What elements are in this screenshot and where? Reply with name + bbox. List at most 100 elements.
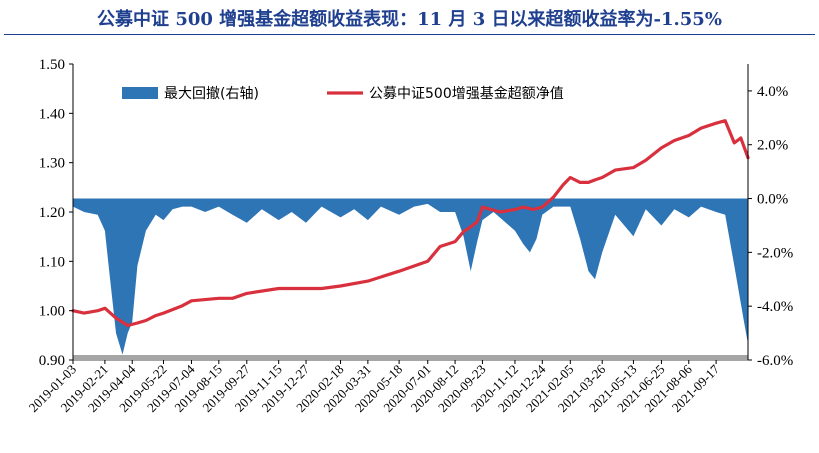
drawdown-point bbox=[367, 220, 368, 221]
right-y-tick-label: 0.0% bbox=[757, 192, 788, 208]
drawdown-point bbox=[380, 206, 381, 207]
net-value-point bbox=[155, 315, 156, 316]
net-value-point bbox=[455, 241, 456, 242]
left-y-tick-label: 1.30 bbox=[39, 156, 65, 172]
net-value-point bbox=[701, 128, 702, 129]
net-value-point bbox=[115, 318, 116, 319]
drawdown-point bbox=[602, 252, 603, 253]
drawdown-point bbox=[414, 206, 415, 207]
drawdown-point bbox=[172, 209, 173, 210]
net-value-line-layer bbox=[71, 119, 750, 328]
net-value-point bbox=[570, 177, 571, 178]
drawdown-point bbox=[580, 238, 581, 239]
drawdown-point bbox=[440, 211, 441, 212]
drawdown-point bbox=[553, 206, 554, 207]
legend-net-value-label: 公募中证500增强基金超额净值 bbox=[369, 85, 564, 102]
net-value-point bbox=[482, 207, 483, 208]
drawdown-point bbox=[321, 206, 322, 207]
net-value-point bbox=[97, 310, 98, 311]
drawdown-point bbox=[110, 279, 111, 280]
net-value-point bbox=[84, 313, 85, 314]
drawdown-point bbox=[246, 222, 247, 223]
net-value-point bbox=[218, 298, 219, 299]
drawdown-point bbox=[205, 211, 206, 212]
drawdown-point bbox=[127, 333, 128, 334]
net-value-point bbox=[615, 170, 616, 171]
drawdown-point bbox=[84, 211, 85, 212]
drawdown-point bbox=[529, 252, 530, 253]
drawdown-point bbox=[340, 217, 341, 218]
x-axis-baseline-band bbox=[73, 355, 748, 361]
net-value-point bbox=[145, 320, 146, 321]
net-value-point bbox=[514, 209, 515, 210]
drawdown-point bbox=[542, 214, 543, 215]
right-y-tick-label: 4.0% bbox=[757, 84, 788, 100]
drawdown-point bbox=[725, 214, 726, 215]
net-value-point bbox=[661, 147, 662, 148]
chart-title: 公募中证 500 增强基金超额收益表现：11 月 3 日以来超额收益率为-1.5… bbox=[97, 9, 722, 30]
net-value-point bbox=[563, 184, 564, 185]
drawdown-point bbox=[104, 230, 105, 231]
left-y-tick-label: 1.10 bbox=[39, 254, 65, 270]
net-value-point bbox=[499, 211, 500, 212]
net-value-point bbox=[533, 209, 534, 210]
drawdown-point bbox=[661, 225, 662, 226]
right-y-tick-label: -4.0% bbox=[757, 299, 793, 315]
left-y-tick-label: 1.40 bbox=[39, 106, 65, 122]
drawdown-point bbox=[354, 209, 355, 210]
net-value-point bbox=[278, 288, 279, 289]
drawdown-point bbox=[701, 206, 702, 207]
net-value-point bbox=[246, 293, 247, 294]
drawdown-point bbox=[278, 220, 279, 221]
drawdown-point bbox=[463, 236, 464, 237]
drawdown-point bbox=[137, 265, 138, 266]
drawdown-point bbox=[688, 217, 689, 218]
net-value-point bbox=[104, 308, 105, 309]
drawdown-point bbox=[261, 209, 262, 210]
net-value-point bbox=[399, 271, 400, 272]
net-value-point bbox=[734, 142, 735, 143]
drawdown-point bbox=[570, 206, 571, 207]
net-value-point bbox=[725, 120, 726, 121]
series-1-net-value-line bbox=[71, 119, 750, 328]
drawdown-point bbox=[145, 230, 146, 231]
drawdown-area-layer bbox=[73, 198, 748, 355]
net-value-point bbox=[340, 285, 341, 286]
right-y-tick-label: -6.0% bbox=[757, 353, 793, 369]
left-y-tick-label: 1.20 bbox=[39, 205, 65, 221]
net-value-point bbox=[477, 221, 478, 222]
net-value-point bbox=[645, 160, 646, 161]
net-value-point bbox=[440, 246, 441, 247]
net-value-point bbox=[580, 182, 581, 183]
right-y-tick-label: 2.0% bbox=[757, 138, 788, 154]
drawdown-point bbox=[232, 214, 233, 215]
legend: 最大回撤(右轴) 公募中证500增强基金超额净值 bbox=[122, 85, 564, 102]
net-value-point bbox=[305, 288, 306, 289]
drawdown-point bbox=[523, 244, 524, 245]
title-underline bbox=[4, 34, 815, 35]
drawdown-point bbox=[399, 214, 400, 215]
net-value-point bbox=[602, 177, 603, 178]
series-0-drawdown-area bbox=[73, 198, 748, 355]
drawdown-point bbox=[218, 206, 219, 207]
drawdown-point bbox=[305, 222, 306, 223]
net-value-point bbox=[367, 281, 368, 282]
net-value-point bbox=[127, 325, 128, 326]
drawdown-point bbox=[470, 271, 471, 272]
drawdown-point bbox=[588, 271, 589, 272]
net-value-point bbox=[633, 167, 634, 168]
net-value-point bbox=[470, 226, 471, 227]
drawdown-point bbox=[163, 220, 164, 221]
right-y-tick-label: -2.0% bbox=[757, 245, 793, 261]
net-value-point bbox=[523, 207, 524, 208]
drawdown-point bbox=[191, 206, 192, 207]
net-value-point bbox=[182, 305, 183, 306]
net-value-point bbox=[463, 231, 464, 232]
net-value-point bbox=[163, 313, 164, 314]
drawdown-point bbox=[716, 211, 717, 212]
drawdown-point bbox=[155, 214, 156, 215]
drawdown-point bbox=[645, 209, 646, 210]
drawdown-point bbox=[633, 236, 634, 237]
drawdown-point bbox=[182, 206, 183, 207]
